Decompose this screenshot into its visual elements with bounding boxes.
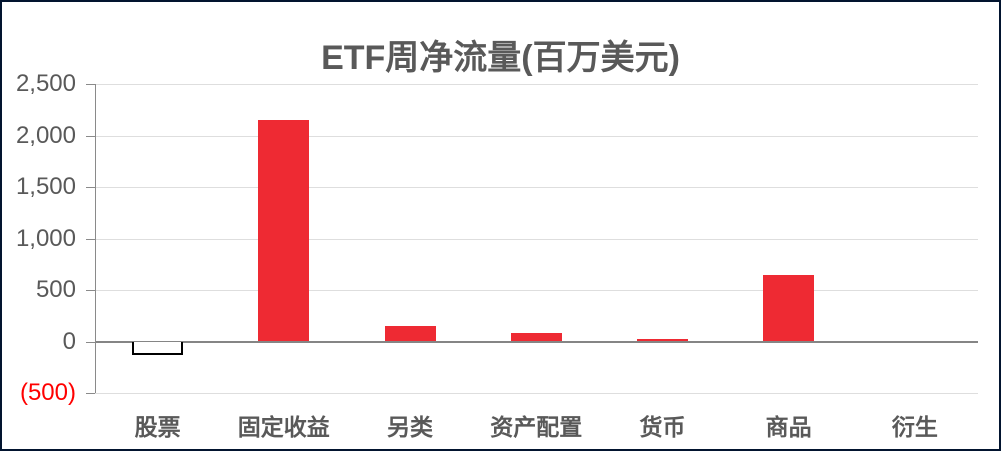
x-category-label-5: 商品: [765, 414, 812, 440]
y-axis-tick: [85, 290, 95, 291]
chart-title: ETF周净流量(百万美元): [321, 39, 680, 77]
x-category-label-4: 货币: [639, 414, 686, 440]
zero-axis-line: [94, 340, 978, 343]
bar-2: [384, 326, 436, 342]
y-tick-label: 1,500: [15, 173, 76, 200]
x-category-label-6: 衍生: [891, 414, 938, 440]
y-tick-label: (500): [19, 379, 76, 406]
bar-0: [132, 341, 184, 356]
gridline: [94, 135, 978, 137]
y-axis-tick: [85, 341, 95, 343]
bar-3: [510, 333, 562, 342]
y-tick-label: 0: [62, 327, 76, 355]
bar-5: [763, 274, 815, 342]
y-tick-label: 1,000: [15, 224, 76, 252]
y-tick-label: 2,000: [15, 121, 76, 149]
gridline: [94, 84, 978, 85]
gridline: [94, 290, 978, 291]
gridline: [94, 238, 978, 240]
y-axis-tick: [85, 187, 95, 188]
x-category-label-1: 固定收益: [237, 414, 330, 440]
y-axis-tick: [85, 238, 95, 240]
bar-1: [258, 120, 310, 342]
x-category-label-0: 股票: [134, 414, 181, 440]
x-category-label-2: 另类: [387, 414, 434, 440]
y-axis-tick: [85, 135, 95, 137]
gridline: [94, 187, 978, 188]
x-category-label-3: 资产配置: [490, 414, 583, 440]
gridline: [94, 393, 978, 394]
y-tick-label: 2,500: [15, 70, 76, 97]
y-axis-tick: [85, 84, 95, 85]
y-axis-tick: [85, 393, 95, 394]
y-tick-label: 500: [35, 276, 76, 303]
y-axis-line: [94, 84, 96, 393]
bar-4: [636, 339, 688, 342]
